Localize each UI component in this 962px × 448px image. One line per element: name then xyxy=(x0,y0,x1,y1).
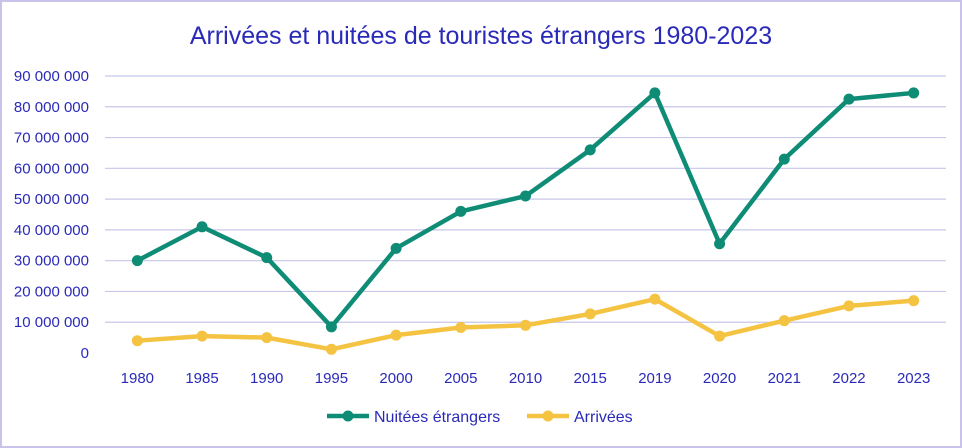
data-point xyxy=(843,300,855,312)
y-tick-label: 90 000 000 xyxy=(14,68,89,85)
legend-label: Nuitées étrangers xyxy=(374,409,500,426)
y-tick-label: 10 000 000 xyxy=(14,314,89,331)
legend: Nuitées étrangers Arrivées xyxy=(327,409,633,426)
series-1 xyxy=(131,293,920,355)
x-tick-label: 1995 xyxy=(315,370,348,387)
data-point xyxy=(261,332,273,344)
legend-item: Nuitées étrangers xyxy=(327,409,500,426)
data-point xyxy=(455,205,467,217)
series-0 xyxy=(131,87,920,333)
data-point xyxy=(649,293,661,305)
legend-label: Arrivées xyxy=(574,409,633,426)
x-tick-label: 2022 xyxy=(832,370,865,387)
x-tick-label: 1990 xyxy=(250,370,283,387)
data-point xyxy=(843,93,855,105)
chart-title: Arrivées et nuitées de touristes étrange… xyxy=(190,22,772,50)
legend-swatch-marker xyxy=(342,410,354,422)
data-point xyxy=(196,221,208,233)
legend-swatch-marker xyxy=(542,410,554,422)
data-point xyxy=(778,153,790,165)
data-point xyxy=(714,238,726,250)
data-point xyxy=(520,319,531,331)
x-tick-label: 2021 xyxy=(768,370,801,387)
data-point xyxy=(908,295,920,307)
data-point xyxy=(714,330,726,342)
x-tick-label: 2020 xyxy=(703,370,736,387)
data-point xyxy=(908,87,920,99)
y-axis-ticks: 0 10 000 000 20 000 000 30 000 000 40 000 00… xyxy=(14,68,89,362)
y-tick-label: 60 000 000 xyxy=(14,160,89,177)
data-point xyxy=(131,255,143,267)
x-tick-label: 2019 xyxy=(638,370,671,387)
y-tick-label: 70 000 000 xyxy=(14,130,89,147)
x-tick-label: 2015 xyxy=(574,370,607,387)
data-point xyxy=(131,335,143,347)
data-point xyxy=(196,330,208,342)
data-point xyxy=(520,190,531,202)
y-tick-label: 30 000 000 xyxy=(14,253,89,270)
data-point xyxy=(325,343,337,355)
x-tick-label: 2005 xyxy=(444,370,477,387)
x-axis-ticks: 1980 1985 1990 1995 2000 2005 2010 2015 2019 2020… xyxy=(121,370,931,387)
data-point xyxy=(778,315,790,327)
y-tick-label: 50 000 000 xyxy=(14,191,89,208)
y-tick-label: 80 000 000 xyxy=(14,99,89,116)
y-tick-label: 20 000 000 xyxy=(14,283,89,300)
x-tick-label: 1985 xyxy=(185,370,218,387)
x-tick-label: 1980 xyxy=(121,370,154,387)
data-point xyxy=(584,144,596,156)
data-point xyxy=(455,321,467,333)
data-point xyxy=(584,308,596,320)
series-lines xyxy=(131,87,920,355)
data-point xyxy=(261,252,273,264)
x-tick-label: 2000 xyxy=(379,370,412,387)
data-point xyxy=(390,329,402,341)
y-tick-label: 40 000 000 xyxy=(14,222,89,239)
x-tick-label: 2010 xyxy=(509,370,542,387)
legend-item: Arrivées xyxy=(527,409,633,426)
y-tick-label: 0 xyxy=(81,345,89,362)
data-point xyxy=(390,242,402,254)
data-point xyxy=(325,321,337,333)
data-point xyxy=(649,87,661,99)
x-tick-label: 2023 xyxy=(897,370,930,387)
